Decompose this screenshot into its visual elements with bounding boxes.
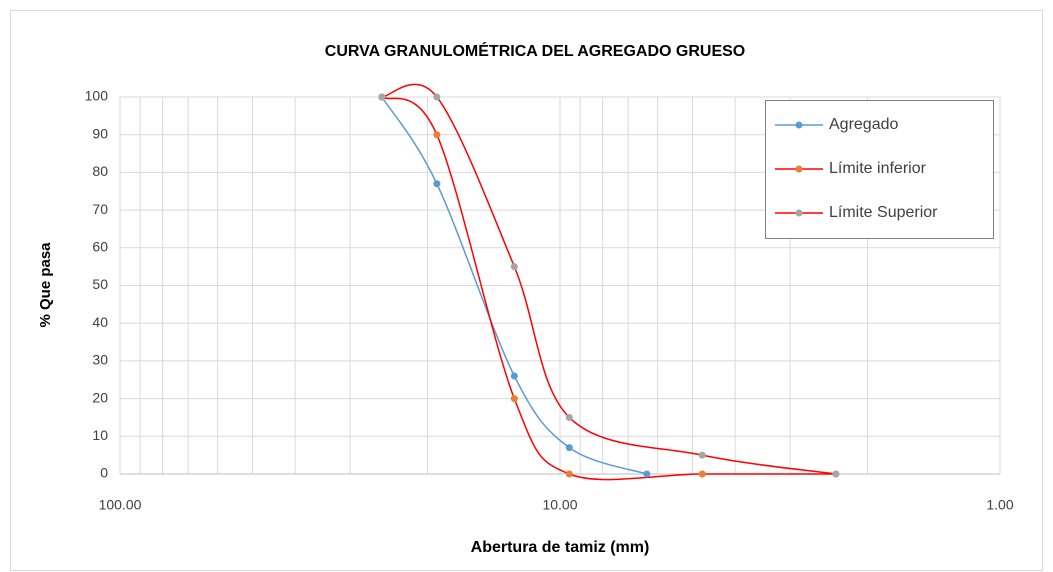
chart-title: CURVA GRANULOMÉTRICA DEL AGREGADO GRUESO xyxy=(325,41,745,60)
y-tick-label: 50 xyxy=(92,276,108,292)
point xyxy=(643,470,651,478)
x-tick-label: 10.00 xyxy=(542,497,577,513)
point xyxy=(378,93,386,101)
y-tick-label: 60 xyxy=(92,239,108,255)
y-tick-label: 0 xyxy=(100,465,108,481)
point xyxy=(565,444,573,452)
y-tick-label: 30 xyxy=(92,352,108,368)
legend-marker xyxy=(795,209,803,217)
y-tick-label: 90 xyxy=(92,125,108,141)
point xyxy=(433,180,441,188)
x-axis-label: Abertura de tamiz (mm) xyxy=(471,539,650,556)
y-tick-label: 20 xyxy=(92,389,108,405)
point xyxy=(510,372,518,380)
y-tick-label: 70 xyxy=(92,201,108,217)
y-tick-label: 80 xyxy=(92,163,108,179)
legend-label: Agregado xyxy=(829,116,898,133)
point xyxy=(433,93,441,101)
point xyxy=(433,131,441,139)
y-tick-label: 10 xyxy=(92,427,108,443)
y-axis-label: % Que pasa xyxy=(37,242,54,328)
x-tick-label: 1.00 xyxy=(986,497,1013,513)
point xyxy=(832,470,840,478)
point xyxy=(565,413,573,421)
legend: Agregado Límite inferior Límite Superior xyxy=(765,100,994,239)
point xyxy=(698,451,706,459)
series-line xyxy=(381,96,648,475)
chart-border xyxy=(10,10,1043,571)
point xyxy=(698,470,706,478)
point xyxy=(565,470,573,478)
x-tick-label: 100.00 xyxy=(99,497,142,513)
lines xyxy=(378,83,840,481)
legend-label: Límite inferior xyxy=(829,160,927,177)
y-tick-label: 40 xyxy=(92,314,108,330)
legend-marker xyxy=(795,121,803,129)
point xyxy=(510,395,518,403)
y-tick-label: 100 xyxy=(85,88,109,104)
point xyxy=(510,263,518,271)
legend-marker xyxy=(795,165,803,173)
legend-label: Límite Superior xyxy=(829,204,938,221)
